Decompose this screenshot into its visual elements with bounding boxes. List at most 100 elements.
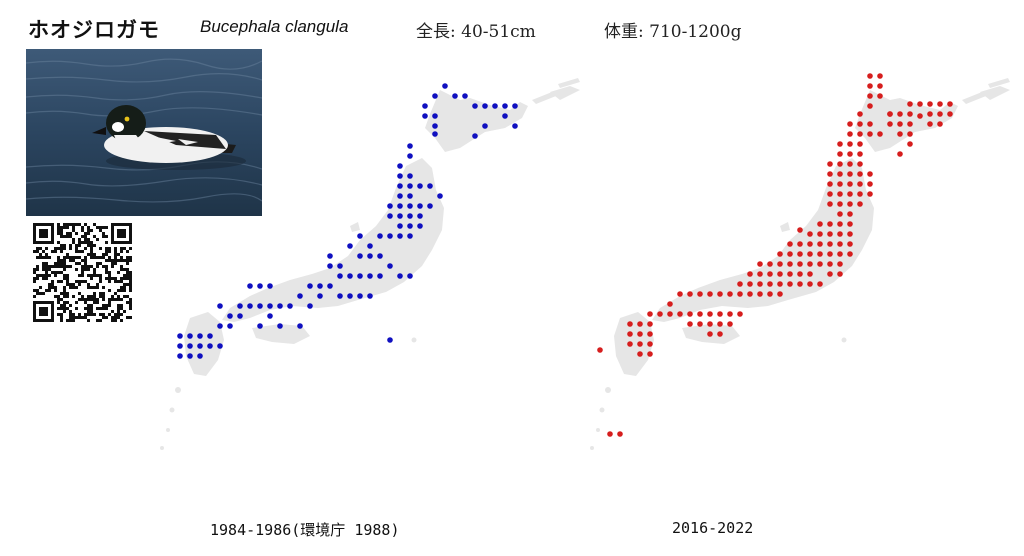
observation-dot: [637, 351, 643, 357]
total-length: 全長: 40-51cm: [416, 22, 536, 42]
observation-dot: [847, 201, 853, 207]
observation-dot: [837, 251, 843, 257]
observation-dot: [727, 291, 733, 297]
observation-dot: [877, 93, 883, 99]
observation-dot: [227, 323, 233, 329]
observation-dot: [387, 203, 393, 209]
observation-dot: [817, 241, 823, 247]
observation-dot: [907, 131, 913, 137]
observation-dot: [377, 273, 383, 279]
observation-dot: [937, 121, 943, 127]
observation-dots: [177, 83, 518, 359]
observation-dot: [787, 241, 793, 247]
observation-dot: [707, 331, 713, 337]
observation-dot: [297, 323, 303, 329]
observation-dot: [827, 251, 833, 257]
observation-dot: [837, 181, 843, 187]
observation-dot: [417, 203, 423, 209]
japan-land: [160, 78, 580, 546]
species-scientific-name: Bucephala clangula: [200, 17, 349, 36]
observation-dot: [887, 111, 893, 117]
observation-dot: [227, 313, 233, 319]
observation-dot: [207, 333, 213, 339]
observation-dot: [847, 141, 853, 147]
observation-dot: [397, 273, 403, 279]
observation-dot: [397, 183, 403, 189]
observation-dot: [327, 263, 333, 269]
observation-dot: [867, 131, 873, 137]
observation-dot: [422, 113, 428, 119]
observation-dot: [407, 223, 413, 229]
observation-dot: [737, 291, 743, 297]
observation-dot: [807, 231, 813, 237]
observation-dot: [867, 73, 873, 79]
observation-dot: [707, 311, 713, 317]
observation-dot: [647, 331, 653, 337]
observation-dot: [857, 141, 863, 147]
observation-dot: [207, 343, 213, 349]
observation-dot: [267, 313, 273, 319]
observation-dot: [297, 293, 303, 299]
observation-dot: [837, 151, 843, 157]
observation-dot: [837, 271, 843, 277]
observation-dot: [827, 181, 833, 187]
observation-dot: [827, 231, 833, 237]
observation-dot: [837, 191, 843, 197]
observation-dot: [307, 303, 313, 309]
observation-dot: [787, 281, 793, 287]
observation-dot: [432, 123, 438, 129]
observation-dot: [777, 281, 783, 287]
observation-dot: [407, 143, 413, 149]
observation-dot: [277, 303, 283, 309]
observation-dot: [317, 283, 323, 289]
observation-dot: [407, 273, 413, 279]
observation-dot: [502, 113, 508, 119]
observation-dot: [727, 311, 733, 317]
observation-dot: [837, 211, 843, 217]
observation-dot: [217, 343, 223, 349]
qr-code[interactable]: [33, 223, 132, 322]
observation-dot: [837, 171, 843, 177]
observation-dot: [307, 283, 313, 289]
observation-dot: [857, 191, 863, 197]
observation-dot: [807, 261, 813, 267]
observation-dot: [407, 173, 413, 179]
observation-dot: [767, 291, 773, 297]
observation-dot: [187, 333, 193, 339]
observation-dot: [357, 233, 363, 239]
observation-dot: [847, 241, 853, 247]
observation-dot: [877, 131, 883, 137]
observation-dot: [827, 221, 833, 227]
distribution-map-2016-2022: [590, 70, 1024, 520]
observation-dot: [897, 151, 903, 157]
observation-dot: [877, 73, 883, 79]
observation-dot: [847, 251, 853, 257]
observation-dot: [357, 273, 363, 279]
observation-dot: [867, 103, 873, 109]
observation-dot: [492, 103, 498, 109]
observation-dot: [847, 191, 853, 197]
observation-dot: [827, 201, 833, 207]
observation-dot: [847, 211, 853, 217]
observation-dot: [787, 251, 793, 257]
observation-dot: [847, 231, 853, 237]
observation-dot: [827, 161, 833, 167]
observation-dot: [337, 263, 343, 269]
observation-dot: [327, 283, 333, 289]
observation-dot: [857, 131, 863, 137]
observation-dot: [407, 153, 413, 159]
observation-dot: [407, 203, 413, 209]
observation-dot: [377, 253, 383, 259]
observation-dot: [367, 253, 373, 259]
observation-dot: [697, 321, 703, 327]
observation-dot: [647, 341, 653, 347]
observation-dot: [337, 273, 343, 279]
observation-dot: [737, 281, 743, 287]
observation-dot: [397, 233, 403, 239]
observation-dot: [647, 311, 653, 317]
observation-dot: [867, 181, 873, 187]
observation-dot: [257, 323, 263, 329]
observation-dot: [847, 171, 853, 177]
observation-dot: [817, 281, 823, 287]
distribution-map-1984-1986: [160, 70, 600, 546]
